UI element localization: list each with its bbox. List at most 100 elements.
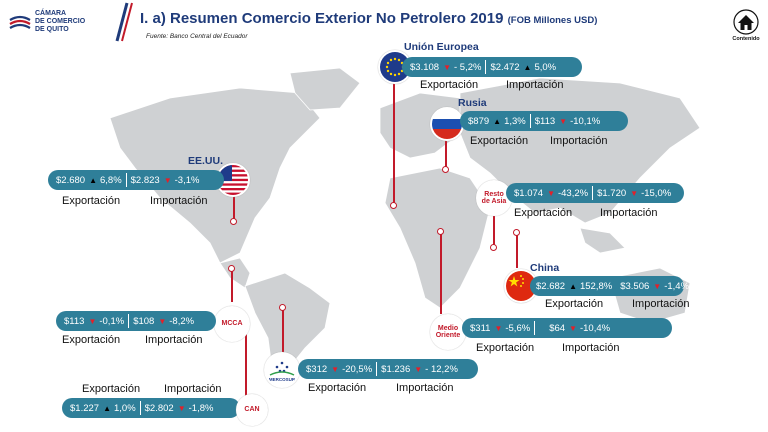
divider	[139, 401, 141, 415]
logo-text-line: DE QUITO	[35, 26, 69, 33]
can-import-change: -1,8%	[188, 402, 214, 414]
china-export-label: Exportación	[545, 298, 604, 310]
africa-shape	[384, 167, 491, 309]
down-arrow-icon: ▼	[653, 281, 662, 291]
ue-export-value: $3.108	[410, 61, 440, 73]
divider	[128, 314, 130, 328]
asia-import-change: -15,0%	[641, 187, 672, 199]
china-export-change: 152,8%	[579, 280, 613, 292]
mercosur-import-label: Importación	[396, 382, 454, 394]
mcca-badge: MCCA	[214, 306, 250, 342]
china-connector-line	[516, 232, 518, 268]
eeuu-import-change: -3,1%	[174, 174, 200, 186]
mcca-import-change: -8,2%	[169, 315, 195, 327]
divider	[376, 362, 378, 376]
resto-asia-badge: Resto de Asia	[476, 180, 512, 216]
rusia-export-change: 1,3%	[504, 115, 526, 127]
home-label[interactable]: Contenido	[732, 36, 760, 42]
medio-export-value: $311	[470, 322, 491, 334]
rusia-connector-line	[445, 136, 447, 170]
china-export-value: $2.682	[536, 280, 566, 292]
down-arrow-icon: ▼	[569, 323, 577, 333]
logo-text-line: CÁMARA	[35, 10, 67, 17]
mcca-export-value: $113	[64, 315, 85, 327]
mercosur-export-label: Exportación	[308, 382, 367, 394]
ue-export-label: Exportación	[420, 79, 479, 91]
ue-stats-pill: $3.108 ▼ - 5,2% $2.472 ▲ 5,0%	[402, 57, 582, 77]
rusia-name: Rusia	[458, 97, 487, 109]
medio-name-line: Medio	[437, 325, 459, 332]
eeuu-stats-pill: $2.680 ▲ 6,8% $2.823 ▼ -3,1%	[48, 170, 224, 190]
rusia-pin	[442, 166, 449, 173]
down-arrow-icon: ▼	[88, 316, 97, 326]
can-badge: CAN	[236, 394, 268, 426]
asia-stats-pill: $1.074 ▼ -43,2% $1.720 ▼ -15,0%	[506, 183, 684, 203]
china-name: China	[530, 262, 560, 274]
mercosur-import-change: - 12,2%	[425, 363, 458, 375]
rusia-import-label: Importación	[550, 135, 608, 147]
divider	[534, 321, 536, 335]
mercosur-badge: MERCOSUR	[264, 352, 300, 388]
medio-name-line: Oriente	[435, 332, 461, 339]
down-arrow-icon: ▼	[177, 403, 186, 413]
mcca-stats-pill: $113 ▼ -0,1% $108 ▼ -8,2%	[56, 311, 216, 331]
medio-import-value: $64	[549, 322, 566, 334]
divider	[125, 173, 127, 187]
rusia-stats-pill: $879 ▲ 1,3% $113 ▼ -10,1%	[460, 111, 628, 131]
ue-import-change: 5,0%	[534, 61, 557, 73]
can-export-value: $1.227	[70, 402, 100, 414]
china-pin	[513, 229, 520, 236]
down-arrow-icon: ▼	[414, 364, 423, 374]
eeuu-name: EE.UU.	[188, 155, 224, 167]
ue-import-value: $2.472	[490, 61, 520, 73]
medio-export-label: Exportación	[476, 342, 535, 354]
up-arrow-icon: ▲	[103, 403, 111, 413]
ue-name: Unión Europea	[404, 41, 479, 53]
can-import-value: $2.802	[144, 402, 174, 414]
down-arrow-icon: ▼	[163, 175, 172, 185]
mercosur-stats-pill: $312 ▼ -20,5% $1.236 ▼ - 12,2%	[298, 359, 478, 379]
header-divider-slash-icon	[115, 2, 133, 42]
mercosur-import-value: $1.236	[381, 363, 411, 375]
china-import-value: $3.506	[620, 280, 650, 292]
rusia-import-value: $113	[534, 115, 556, 127]
mcca-pin	[228, 265, 235, 272]
russia-flag-icon	[430, 107, 464, 141]
chamber-logo: CÁMARA DE COMERCIO DE QUITO	[8, 8, 118, 42]
mercosur-export-value: $312	[306, 363, 328, 375]
can-stats-pill: $1.227 ▲ 1,0% $2.802 ▼ -1,8%	[62, 398, 240, 418]
mcca-export-label: Exportación	[62, 334, 121, 346]
down-arrow-icon: ▼	[331, 364, 340, 374]
asia-name-line: de Asia	[481, 198, 507, 205]
can-import-label: Importación	[164, 383, 222, 395]
can-name: CAN	[244, 406, 260, 413]
eeuu-connector-line	[233, 192, 235, 222]
medio-export-change: -5,6%	[505, 322, 531, 334]
can-export-label: Exportación	[82, 383, 141, 395]
asia-import-value: $1.720	[597, 187, 627, 199]
mcca-export-change: -0,1%	[99, 315, 125, 327]
ue-export-change: - 5,2%	[453, 61, 482, 73]
divider	[592, 186, 594, 200]
rusia-export-label: Exportación	[470, 135, 529, 147]
down-arrow-icon: ▼	[630, 188, 639, 198]
up-arrow-icon: ▲	[493, 116, 502, 126]
can-connector-line	[245, 320, 247, 400]
asia-pin	[490, 244, 497, 251]
source-note: Fuente: Banco Central del Ecuador	[146, 33, 248, 40]
medio-import-change: -10,4%	[579, 322, 611, 334]
home-icon[interactable]	[732, 6, 760, 40]
mercosur-pin	[279, 304, 286, 311]
title-unit: (FOB Millones USD)	[507, 15, 598, 26]
china-import-change: -1,4%	[664, 280, 690, 292]
ue-import-label: Importación	[506, 79, 564, 91]
medio-oriente-badge: Medio Oriente	[430, 314, 466, 350]
asia-export-value: $1.074	[514, 187, 544, 199]
south-america-shape	[244, 272, 331, 374]
china-stats-pill: $2.682 ▲ 152,8% $3.506 ▼ -1,4%	[530, 276, 689, 296]
can-export-change: 1,0%	[113, 402, 136, 414]
up-arrow-icon: ▲	[89, 175, 97, 185]
greenland-shape	[289, 67, 361, 111]
eu-flag-icon	[378, 50, 412, 84]
mcca-name: MCCA	[221, 320, 243, 327]
